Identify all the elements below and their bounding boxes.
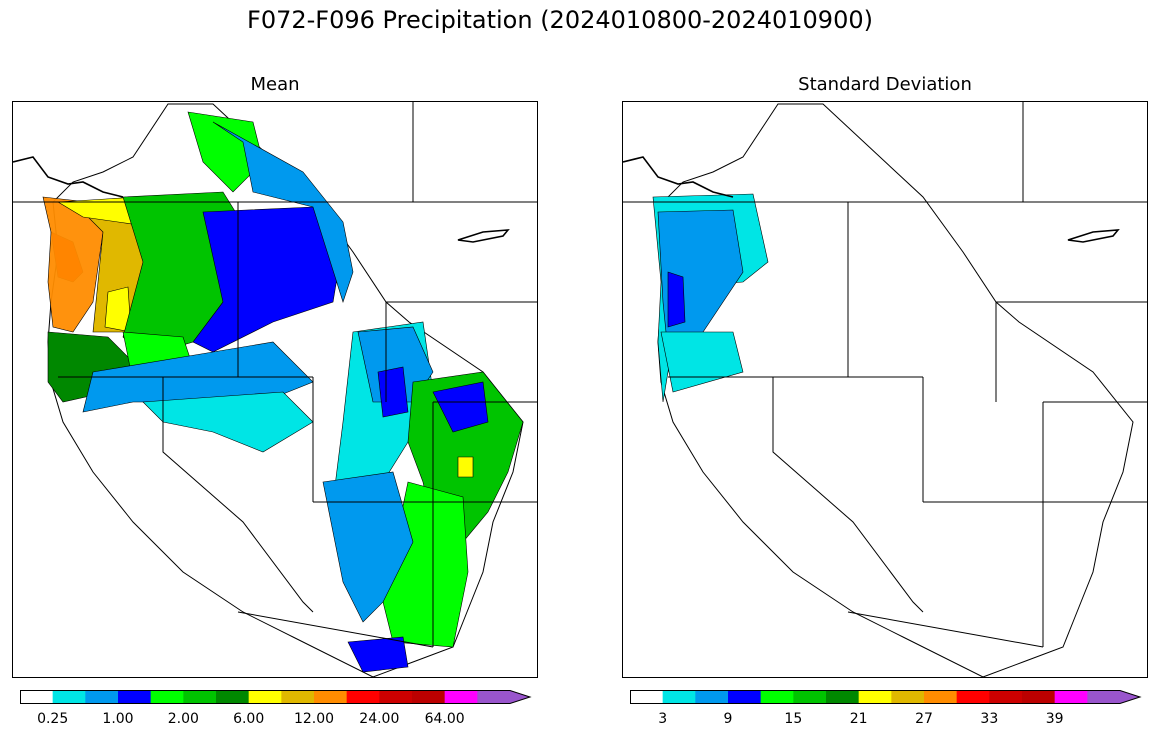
colorbar-tick-label: 1.00 [102, 711, 134, 727]
colorbar-swatch [793, 690, 827, 704]
state-lines [623, 102, 1147, 648]
colorbar-tick-label: 6.00 [233, 711, 265, 727]
colorbar-swatch [477, 690, 530, 704]
colorbar-swatch [728, 690, 762, 704]
colorbar-tick-label: 15 [784, 711, 803, 727]
land-outline [657, 103, 1134, 677]
region-blue [667, 271, 686, 328]
colorbar-swatch [858, 690, 892, 704]
colorbar-swatch [379, 690, 413, 704]
colorbar-tick-label: 39 [1045, 711, 1064, 727]
colorbar-swatch [183, 690, 217, 704]
colorbar-swatch [989, 690, 1023, 704]
colorbar-tick-label: 64.00 [424, 711, 465, 727]
stddev-map [622, 101, 1148, 678]
colorbar-swatch [150, 690, 184, 704]
region-blue-ut [377, 366, 409, 418]
colorbar-swatch [412, 690, 446, 704]
colorbar-swatch [281, 690, 315, 704]
coastline [13, 156, 510, 243]
colorbar-swatch [891, 690, 925, 704]
stddev-colorbar [630, 689, 1142, 708]
colorbar-outline [20, 690, 532, 704]
mean-map-canvas [13, 102, 537, 677]
mean-colorbar [20, 689, 532, 708]
colorbar-swatch [314, 690, 348, 704]
colorbar-tick-label: 3 [658, 711, 668, 727]
region-skyblue [212, 121, 354, 303]
colorbar-outline [630, 690, 1142, 704]
colorbar-tick-label: 2.00 [167, 711, 199, 727]
colorbar-tick-label: 9 [723, 711, 733, 727]
mean-colorbar-swatches [20, 690, 532, 704]
figure-title: F072-F096 Precipitation (2024010800-2024… [247, 6, 873, 34]
stddev-colorbar-swatches [630, 690, 1142, 704]
colorbar-tick-label: 24.00 [359, 711, 400, 727]
colorbar-tick-label: 21 [849, 711, 868, 727]
colorbar-swatch [1022, 690, 1056, 704]
colorbar-swatch [85, 690, 119, 704]
state-lines [13, 102, 537, 648]
colorbar-swatch [346, 690, 380, 704]
colorbar-swatch [695, 690, 729, 704]
colorbar-swatch [216, 690, 250, 704]
colorbar-swatch [760, 690, 794, 704]
colorbar-tick-label: 27 [915, 711, 933, 727]
mean-panel-title: Mean [250, 74, 300, 95]
region-lightgreen [187, 111, 264, 193]
colorbar-tick-label: 33 [980, 711, 999, 727]
colorbar-swatch [248, 690, 282, 704]
colorbar-swatch [956, 690, 990, 704]
coastline [623, 156, 1120, 243]
colorbar-tick-label: 12.00 [293, 711, 335, 727]
colorbar-swatch [52, 690, 86, 704]
colorbar-swatch [662, 690, 696, 704]
colorbar-swatch [924, 690, 958, 704]
mean-map [12, 101, 538, 678]
colorbar-swatch [444, 690, 478, 704]
stddev-panel-title: Standard Deviation [798, 74, 972, 95]
colorbar-swatch [630, 690, 664, 704]
region-blue-co [432, 381, 489, 433]
colorbar-swatch [20, 690, 54, 704]
colorbar-tick-label: 0.25 [37, 711, 69, 727]
colorbar-swatch [826, 690, 860, 704]
colorbar-swatch [1087, 690, 1140, 704]
colorbar-swatch [1054, 690, 1088, 704]
region-yellow-co [457, 456, 474, 478]
colorbar-swatch [118, 690, 152, 704]
stddev-map-canvas [623, 102, 1147, 677]
region-skyblue-az [322, 471, 414, 623]
